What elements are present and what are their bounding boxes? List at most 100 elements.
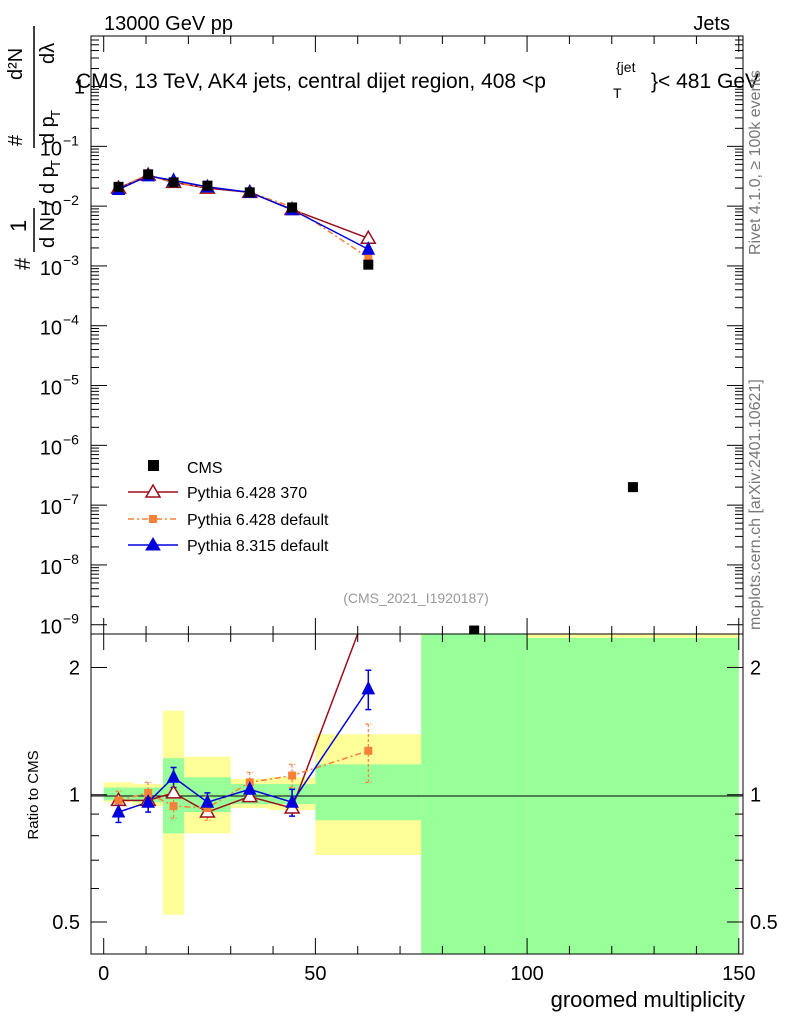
main-y-tick-label: 10 (40, 497, 62, 519)
main-marker-cms (287, 202, 298, 213)
ylabel-d2n: d²N (5, 48, 27, 80)
y-axis-label-ratio: Ratio to CMS (25, 750, 42, 839)
main-y-tick-exponent: −8 (63, 551, 79, 567)
title-main: CMS, 13 TeV, AK4 jets, central dijet reg… (76, 70, 546, 93)
legend-label-p8: Pythia 8.315 default (187, 538, 329, 555)
main-marker-cms (469, 625, 480, 636)
ylabel-t: T (48, 160, 63, 168)
x-ticks (103, 36, 740, 954)
main-y-tick-label: 10 (40, 617, 62, 639)
main-y-ticks (91, 39, 743, 626)
ratio-uncertainty-bands (103, 634, 739, 954)
main-y-tick-label: 1 (74, 77, 85, 99)
ratio-marker-p6-default (288, 771, 297, 780)
ylabel-hash-2: # (5, 134, 27, 146)
main-line-p6-370 (118, 174, 369, 239)
main-y-tick-exponent: −7 (63, 491, 79, 507)
ylabel-t-2: T (48, 110, 63, 118)
ratio-marker-p6-default (114, 796, 123, 805)
ratio-marker-p6-370 (241, 788, 259, 803)
ratio-marker-p8 (200, 794, 215, 808)
y-axis-label-top: # 1 d N / d p T # d²N d p T dλ (5, 26, 63, 270)
ratio-marker-p6-default (203, 804, 212, 813)
main-series (110, 166, 638, 636)
legend-marker-p6-default (149, 515, 157, 523)
main-y-tick-label: 10 (40, 378, 62, 400)
main-marker-cms (143, 169, 154, 180)
main-y-tick-exponent: −1 (63, 132, 79, 148)
ylabel-one: 1 (6, 220, 31, 232)
main-line-p6-default (118, 173, 369, 259)
category-label: Jets (693, 13, 730, 35)
ylabel-dn: d N (37, 217, 59, 248)
x-tick-label: 100 (510, 963, 543, 985)
ratio-y-ticks (91, 666, 743, 923)
plot-title: CMS, 13 TeV, AK4 jets, central dijet reg… (76, 59, 759, 101)
legend-label-p6-default: Pythia 6.428 default (187, 512, 329, 529)
main-marker-cms (627, 482, 638, 493)
ylabel-hash: # (10, 257, 35, 270)
ratio-y-tick-label-right: 0.5 (750, 912, 778, 934)
main-y-tick-label: 10 (40, 318, 62, 340)
ylabel-dpt: d p (37, 166, 59, 194)
legend-label-cms: CMS (187, 460, 223, 477)
main-y-tick-exponent: −4 (63, 312, 79, 328)
x-tick-labels: 0 50 100 150 (98, 963, 755, 985)
legend-marker-cms (148, 460, 159, 471)
ratio-marker-p6-default (169, 802, 178, 811)
ratio-band-stat (315, 764, 422, 821)
ratio-marker-p6-370 (165, 784, 182, 799)
x-axis-label: groomed multiplicity (551, 987, 745, 1012)
ratio-y-tick-label-right: 2 (750, 657, 761, 679)
title-superscript: {jet (616, 59, 636, 75)
ratio-marker-p6-default (364, 746, 373, 755)
analysis-id: (CMS_2021_I1920187) (343, 590, 489, 606)
ratio-y-tick-label-left: 2 (69, 657, 80, 679)
main-line-p8 (118, 175, 369, 250)
main-y-tick-label: 10 (40, 437, 62, 459)
ratio-y-tick-labels: 0.5 0.5 1 1 2 2 (52, 657, 778, 934)
ylabel-dlambda: dλ (37, 43, 59, 64)
ylabel-dpt-2: d p (37, 116, 59, 144)
title-tail: }< 481 GeV (651, 70, 759, 93)
main-y-tick-label: 10 (40, 198, 62, 220)
main-y-tick-exponent: −9 (63, 611, 79, 627)
ratio-marker-p8 (285, 794, 299, 808)
ratio-marker-p8 (166, 769, 181, 783)
main-marker-cms (202, 180, 213, 191)
ratio-y-tick-label-left: 1 (69, 785, 80, 807)
title-subscript: T (613, 85, 622, 101)
x-tick-label: 150 (722, 963, 755, 985)
ratio-y-tick-label-right: 1 (750, 785, 761, 807)
main-y-tick-labels: 10 −910 −810 −710 −610 −510 −410 −310 −210 −11 (40, 77, 85, 639)
legend-marker-p8 (145, 537, 161, 551)
main-y-tick-exponent: −6 (63, 431, 79, 447)
main-marker-cms (244, 187, 255, 198)
main-marker-cms (113, 181, 124, 192)
main-y-tick-exponent: −5 (63, 372, 79, 388)
x-tick-label: 50 (304, 963, 326, 985)
ratio-marker-p6-default (144, 788, 153, 797)
legend: CMS Pythia 6.428 370 Pythia 6.428 defaul… (128, 460, 329, 555)
ratio-y-tick-label-left: 0.5 (52, 912, 80, 934)
main-y-tick-label: 10 (40, 557, 62, 579)
ratio-marker-p8 (242, 781, 257, 795)
main-marker-cms (168, 177, 179, 188)
ratio-band-stat (421, 634, 528, 954)
main-y-tick-label: 10 (40, 258, 62, 280)
rivet-version-label: Rivet 4.1.0, ≥ 100k events (747, 70, 764, 255)
main-y-tick-exponent: −3 (63, 252, 79, 268)
main-y-tick-label: 10 (40, 138, 62, 160)
ratio-plot-frame (90, 633, 744, 955)
x-tick-label: 0 (98, 963, 109, 985)
legend-marker-p6-370 (144, 483, 162, 498)
ratio-series (110, 634, 376, 824)
ratio-clipped-group (110, 634, 376, 824)
ratio-marker-p8 (141, 794, 155, 808)
main-marker-p8 (361, 241, 376, 255)
main-marker-p6-default (364, 253, 373, 262)
mcplots-label: mcplots.cern.ch [arXiv:2401.10621] (747, 379, 764, 630)
main-y-tick-exponent: −2 (63, 192, 79, 208)
energy-label: 13000 GeV pp (104, 13, 233, 35)
main-marker-cms (363, 259, 374, 270)
